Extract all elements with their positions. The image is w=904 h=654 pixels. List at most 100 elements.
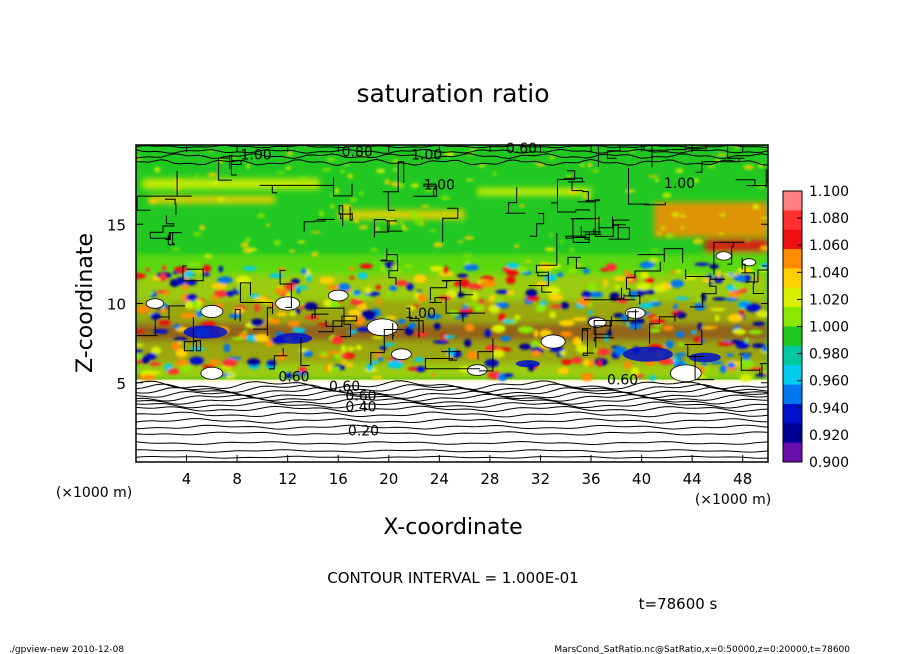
contour-mid-12 <box>182 265 204 282</box>
contour-mid-47 <box>593 316 614 348</box>
y-axis: 5 10 15 <box>107 216 768 393</box>
contour-mid-36 <box>535 233 558 274</box>
x-tick-label-48: 48 <box>733 470 752 488</box>
contour-mid-23 <box>259 177 353 197</box>
colorbar-swatch-3 <box>783 249 802 269</box>
x-tick-label-44: 44 <box>683 470 702 488</box>
contour-mid-55 <box>598 216 630 240</box>
contour-mid-50 <box>149 215 176 240</box>
contour-mid-37 <box>300 337 310 366</box>
contour-label-10: 0.80 <box>342 144 373 160</box>
colorbar-label-8: 0.940 <box>809 401 849 417</box>
colorbar-swatch-6 <box>783 307 802 327</box>
contour-mid-1 <box>164 198 177 215</box>
contour-mid-3 <box>318 315 358 333</box>
colorbar-label-6: 0.980 <box>809 347 849 363</box>
contour-mid-21 <box>311 307 351 338</box>
contour-low-2 <box>136 440 768 446</box>
x-tick-label-12: 12 <box>278 470 297 488</box>
colorbar-swatch-9 <box>783 365 802 386</box>
contour-label-7: 1.00 <box>664 176 695 192</box>
x-tick-label-20: 20 <box>379 470 398 488</box>
contour-mid-53 <box>370 329 404 366</box>
footer-right: MarsCond_SatRatio.nc@SatRatio,x=0:50000,… <box>554 645 850 654</box>
x-tick-label-16: 16 <box>329 470 348 488</box>
contour-mid-20 <box>695 145 745 173</box>
contour-mid-34 <box>684 329 715 381</box>
x-tick-label-28: 28 <box>480 470 499 488</box>
contour-mid-41 <box>409 318 424 338</box>
z-unit-label: (×1000 m) <box>695 492 771 508</box>
contour-mid-39 <box>429 297 486 322</box>
contour-mid-15 <box>685 269 726 308</box>
contour-low-1 <box>136 449 768 453</box>
colorbar-label-3: 1.040 <box>809 265 849 281</box>
colorbar-swatch-7 <box>783 326 802 347</box>
colorbar-label-10: 0.900 <box>809 455 849 471</box>
colorbar-swatch-12 <box>783 423 802 444</box>
contour-label-0: 0.20 <box>348 423 379 439</box>
contour-mid-49 <box>740 357 768 375</box>
contour-mid-27 <box>583 287 636 301</box>
contour-mid-25 <box>373 219 403 238</box>
contour-label-4: 0.60 <box>278 369 309 385</box>
contour-low-8 <box>136 401 768 409</box>
colorbar-swatch-13 <box>783 442 802 463</box>
contour-mid-31 <box>649 313 676 344</box>
colorbar-swatch-4 <box>783 268 802 289</box>
contour-mid-46 <box>218 154 242 181</box>
x-tick-label-24: 24 <box>430 470 449 488</box>
contour-mid-33 <box>165 232 182 246</box>
contour-top-0 <box>136 145 768 149</box>
x-tick-label-4: 4 <box>182 470 192 488</box>
x-tick-label-40: 40 <box>632 470 651 488</box>
colorbar-label-4: 1.020 <box>809 292 849 308</box>
contour-mid-32 <box>413 183 438 198</box>
contour-mid-17 <box>424 347 480 370</box>
y-axis-label: Z-coordinate <box>73 233 98 373</box>
contour-mid-2 <box>713 241 745 275</box>
colorbar-label-5: 1.000 <box>809 320 849 336</box>
contour-mid-52 <box>567 256 586 269</box>
contour-mid-18 <box>570 216 600 235</box>
contour-lines <box>136 145 768 459</box>
y-tick-label-5: 5 <box>116 375 126 393</box>
contour-mid-43 <box>380 248 399 285</box>
contour-low-5 <box>136 418 768 424</box>
colorbar-label-7: 0.960 <box>809 374 849 390</box>
colorbar-label-2: 1.060 <box>809 238 849 254</box>
contour-label-2: 0.60 <box>345 388 376 404</box>
contour-mid-13 <box>136 170 192 211</box>
contour-mid-7 <box>183 317 202 352</box>
contour-low-4 <box>136 424 768 430</box>
colorbar-label-0: 1.100 <box>809 184 849 200</box>
colorbar-swatch-1 <box>783 210 802 231</box>
contour-low-0 <box>136 455 768 459</box>
contour-low-6 <box>136 411 768 418</box>
contour-mid-8 <box>442 207 459 242</box>
time-label: t=78600 s <box>639 595 718 613</box>
contour-mid-48 <box>624 261 661 305</box>
x-axis: 4 8 12 16 20 24 28 32 36 40 44 48 <box>182 145 752 488</box>
x-axis-label: X-coordinate <box>383 515 522 540</box>
contour-mid-16 <box>551 170 590 213</box>
saturation-field <box>136 145 768 462</box>
contour-mid-45 <box>303 218 335 232</box>
contour-labels: 0.200.400.600.600.60 0.601.00 1.001.001.00… <box>240 141 695 439</box>
contour-low-3 <box>136 431 768 436</box>
contour-top-1 <box>136 148 768 154</box>
footer-left: ./gpview-new 2010-12-08 <box>9 645 124 654</box>
y-tick-label-15: 15 <box>107 216 126 234</box>
contour-label-11: 1.00 <box>411 148 442 164</box>
contour-mid-26 <box>505 187 526 214</box>
contour-mid-19 <box>477 338 494 372</box>
colorbar-swatch-11 <box>783 403 802 424</box>
colorbar-swatch-5 <box>783 287 802 308</box>
contour-mid-56 <box>239 282 274 336</box>
contour-low-7 <box>136 405 768 413</box>
contour-mid-4 <box>279 269 292 308</box>
contour-label-5: 0.60 <box>607 373 638 389</box>
contour-mid-24 <box>593 309 639 335</box>
field-white-pockets <box>145 251 757 383</box>
